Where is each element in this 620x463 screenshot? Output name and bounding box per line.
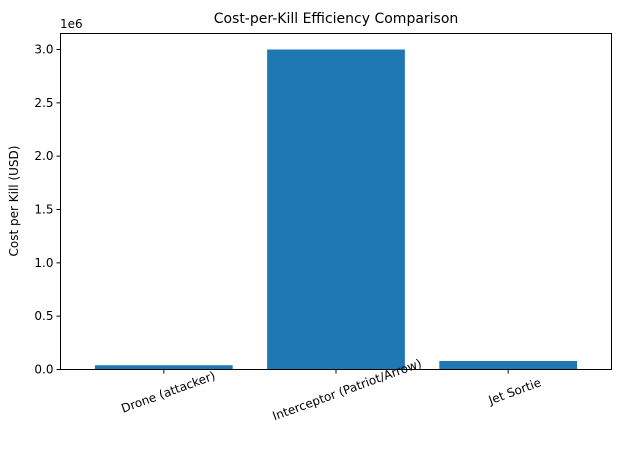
y-tick-label: 0.5 xyxy=(34,309,53,323)
y-tick-label: 3.0 xyxy=(34,43,53,57)
y-tick-label: 2.0 xyxy=(34,149,53,163)
y-tick-label: 2.5 xyxy=(34,96,53,110)
x-tick-label: Drone (attacker) xyxy=(119,369,217,416)
y-axis-label: Cost per Kill (USD) xyxy=(7,146,21,257)
x-tick-label: Jet Sortie xyxy=(486,375,543,407)
chart-title: Cost-per-Kill Efficiency Comparison xyxy=(214,11,459,27)
plot-frame xyxy=(60,33,612,370)
bar xyxy=(94,365,233,370)
y-offset-label: 1e6 xyxy=(60,17,83,31)
bar xyxy=(439,360,578,370)
y-tick-label: 1.5 xyxy=(34,203,53,217)
y-tick-label: 1.0 xyxy=(34,256,53,270)
bar xyxy=(267,49,405,370)
y-tick-label: 0.0 xyxy=(34,363,53,377)
